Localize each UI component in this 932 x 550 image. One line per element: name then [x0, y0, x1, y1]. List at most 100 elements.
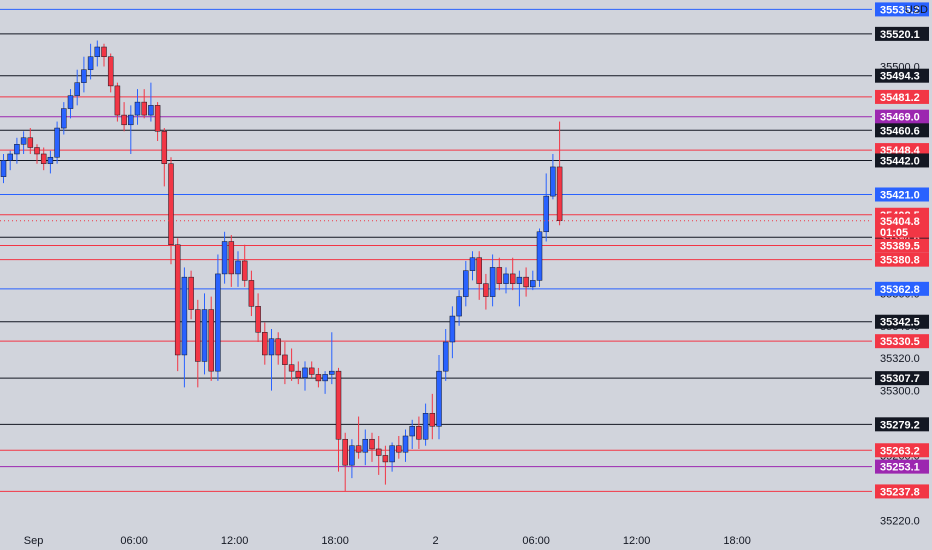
candle-body	[509, 273, 516, 284]
candle-body	[516, 276, 523, 284]
candle-body	[409, 426, 415, 437]
price-tag-background	[875, 68, 929, 83]
price-tag-text: 35362.8	[880, 284, 920, 296]
candle-body	[40, 153, 47, 164]
candle-body	[241, 260, 248, 281]
candle	[543, 173, 549, 242]
candle	[416, 416, 422, 449]
price-tag: 35307.7	[875, 371, 929, 386]
candle-body	[61, 108, 67, 129]
price-tag: 35389.5	[875, 238, 929, 253]
candle-body	[34, 147, 40, 155]
candle-body	[174, 244, 181, 356]
candle-body	[375, 448, 382, 456]
candle-body	[302, 367, 308, 378]
candle-body	[543, 195, 549, 233]
candle	[362, 429, 369, 466]
price-tag-text: 35253.1	[880, 462, 920, 474]
candle-body	[530, 280, 536, 288]
candle	[215, 254, 221, 381]
price-tag-text: 35469.0	[880, 112, 920, 124]
candle-body	[188, 276, 194, 310]
candle	[516, 270, 523, 307]
price-tag-background	[875, 238, 929, 253]
current-price-text: 35404.8	[880, 216, 920, 228]
candle-body	[476, 257, 482, 284]
candle-body	[201, 309, 208, 362]
candle	[94, 40, 101, 67]
price-tag-background	[875, 314, 929, 329]
candle	[74, 69, 80, 106]
candle	[181, 267, 188, 388]
candle	[114, 82, 121, 122]
candle	[268, 329, 275, 391]
price-tag-text: 35520.1	[880, 29, 920, 41]
candle-body	[288, 364, 295, 372]
price-tag: 35263.2	[875, 443, 929, 458]
candle-body	[161, 131, 168, 164]
candle	[476, 251, 482, 300]
candle	[81, 56, 87, 93]
candle	[436, 354, 442, 440]
candle	[509, 257, 516, 291]
price-tag-text: 35460.6	[880, 125, 920, 137]
price-tag-text: 35421.0	[880, 189, 920, 201]
price-tag-background	[875, 153, 929, 168]
candle	[449, 306, 456, 359]
candle	[329, 332, 335, 385]
candle	[174, 238, 181, 372]
time-tick-label: 2	[433, 535, 439, 547]
price-tag: 35494.3	[875, 68, 929, 83]
price-tag-text: 35481.2	[880, 92, 920, 104]
price-tag-background	[875, 252, 929, 267]
candle-body	[255, 306, 261, 333]
candle	[61, 102, 67, 135]
candle-body	[282, 354, 288, 365]
candle	[382, 445, 389, 485]
candle-body	[483, 283, 489, 297]
candle	[7, 150, 13, 171]
price-tag: 35380.8	[875, 252, 929, 267]
candle-body	[87, 56, 94, 70]
price-tag: 35442.0	[875, 153, 929, 168]
candle-body	[429, 413, 436, 427]
candle	[121, 102, 127, 132]
candle	[349, 439, 355, 479]
time-axis[interactable]: Sep 06:00 12:00 18:00 2 06:00 12:00 18:00	[0, 530, 872, 550]
candle	[295, 361, 302, 385]
current-price-tag: 35404.801:05	[875, 213, 929, 239]
candle-body	[355, 445, 362, 453]
price-tag: 35330.5	[875, 334, 929, 349]
candle-body	[449, 315, 456, 343]
candle-body	[335, 370, 342, 440]
candle	[154, 102, 161, 142]
candle	[47, 150, 54, 174]
candle	[228, 235, 235, 287]
candle-body	[141, 101, 147, 116]
candle	[302, 361, 308, 391]
price-tag-text: 35342.5	[880, 317, 920, 329]
candle-body	[349, 445, 355, 466]
candle	[188, 270, 194, 320]
price-tick-label: 35220.0	[880, 515, 920, 527]
candle	[27, 128, 34, 154]
candle-body	[362, 438, 369, 453]
candle	[463, 260, 469, 307]
price-tag-background	[875, 109, 929, 124]
candle	[107, 53, 114, 93]
candle	[355, 416, 362, 459]
candle	[409, 419, 415, 449]
price-tag-text: 35279.2	[880, 419, 920, 431]
price-tag-background	[875, 484, 929, 499]
candle	[503, 267, 509, 294]
price-tag: 35279.2	[875, 417, 929, 432]
candle-body	[148, 105, 154, 116]
candle	[275, 332, 281, 365]
candle	[396, 435, 402, 459]
candle-body	[154, 105, 161, 132]
candle	[161, 128, 168, 187]
candle-body	[536, 231, 543, 281]
price-tick-label: 35300.0	[880, 386, 920, 398]
candle-body	[54, 127, 60, 158]
